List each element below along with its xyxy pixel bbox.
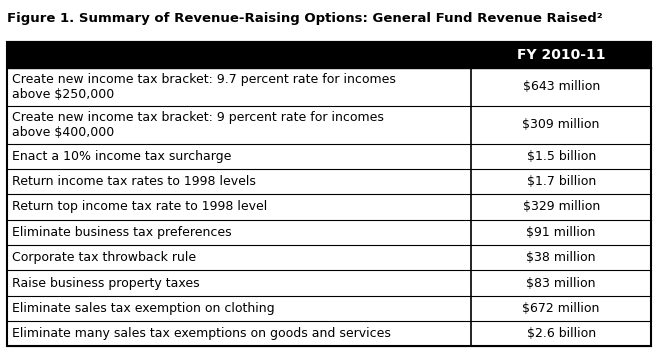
Text: $672 million: $672 million	[522, 302, 600, 315]
Bar	[7, 194, 651, 220]
Text: Create new income tax bracket: 9.7 percent rate for incomes
above $250,000: Create new income tax bracket: 9.7 perce…	[12, 73, 395, 101]
Bar	[7, 42, 651, 346]
Text: $38 million: $38 million	[526, 251, 596, 264]
Bar	[7, 270, 651, 296]
Text: Return income tax rates to 1998 levels: Return income tax rates to 1998 levels	[12, 175, 256, 188]
Text: $309 million: $309 million	[522, 118, 600, 131]
Text: $329 million: $329 million	[522, 201, 600, 213]
Text: $1.7 billion: $1.7 billion	[526, 175, 595, 188]
Text: Raise business property taxes: Raise business property taxes	[12, 277, 199, 289]
Text: $1.5 billion: $1.5 billion	[526, 150, 595, 163]
Bar	[7, 220, 651, 245]
Bar	[7, 42, 651, 68]
Text: $83 million: $83 million	[526, 277, 596, 289]
Text: Eliminate business tax preferences: Eliminate business tax preferences	[12, 226, 232, 239]
Text: Corporate tax throwback rule: Corporate tax throwback rule	[12, 251, 196, 264]
Text: Eliminate many sales tax exemptions on goods and services: Eliminate many sales tax exemptions on g…	[12, 327, 391, 340]
Text: $643 million: $643 million	[522, 80, 600, 93]
Text: Return top income tax rate to 1998 level: Return top income tax rate to 1998 level	[12, 201, 267, 213]
Bar	[7, 68, 651, 106]
Bar	[7, 296, 651, 321]
Text: Create new income tax bracket: 9 percent rate for incomes
above $400,000: Create new income tax bracket: 9 percent…	[12, 111, 384, 139]
Text: Figure 1. Summary of Revenue-Raising Options: General Fund Revenue Raised²: Figure 1. Summary of Revenue-Raising Opt…	[7, 12, 602, 25]
Bar	[7, 169, 651, 194]
Bar	[7, 321, 651, 346]
Bar	[7, 106, 651, 144]
Text: Enact a 10% income tax surcharge: Enact a 10% income tax surcharge	[12, 150, 231, 163]
Bar	[7, 144, 651, 169]
Bar	[7, 245, 651, 270]
Text: $2.6 billion: $2.6 billion	[526, 327, 595, 340]
Text: FY 2010-11: FY 2010-11	[517, 48, 605, 62]
Text: $91 million: $91 million	[526, 226, 596, 239]
Text: Eliminate sales tax exemption on clothing: Eliminate sales tax exemption on clothin…	[12, 302, 274, 315]
